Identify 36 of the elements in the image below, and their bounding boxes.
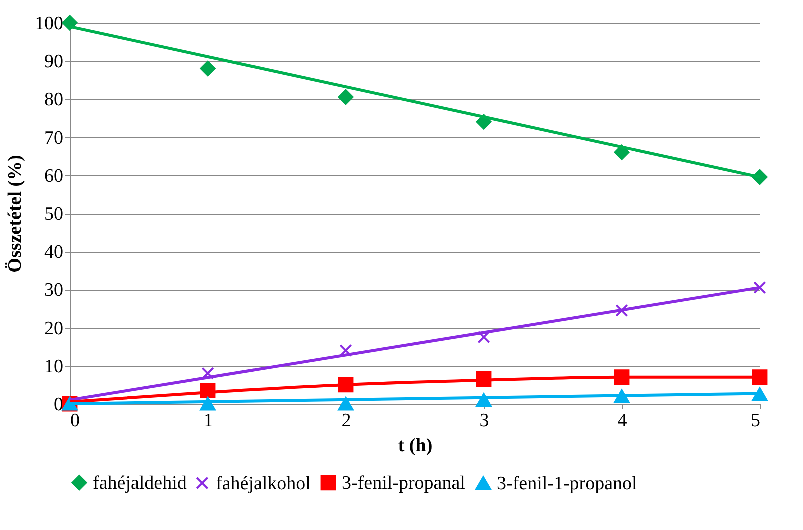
y-tick-label: 80	[44, 90, 64, 111]
x-tick-label: 1	[204, 410, 214, 432]
y-tick-label: 10	[44, 356, 64, 378]
y-tick-label: 20	[44, 318, 64, 340]
point	[614, 144, 630, 160]
legend-label: 3-fenil-1-propanol	[497, 473, 638, 494]
x-tick-label: 3	[480, 410, 490, 432]
point	[200, 61, 216, 76]
point	[752, 370, 768, 386]
legend-label: 3-fenil-propanal	[342, 472, 466, 494]
point	[752, 388, 768, 402]
legend-label: fahéjaldehid	[93, 472, 188, 494]
point	[202, 367, 214, 380]
x-tick-label: 5	[751, 410, 760, 432]
y-tick-label: 50	[44, 204, 64, 225]
y-tick-label: 60	[44, 166, 64, 187]
x-tick-label: 0	[70, 410, 80, 432]
point	[616, 304, 628, 318]
y-axis-title: Összetétel (%)	[5, 155, 26, 273]
x-tick-label: 2	[342, 410, 352, 432]
legend-label: fahéjalkohol	[216, 473, 311, 494]
point	[62, 15, 78, 31]
y-tick-label: 30	[44, 280, 64, 302]
y-tick-label: 90	[44, 52, 64, 73]
y-tick-label: 40	[44, 242, 64, 264]
x-tick-label: 4	[618, 410, 628, 432]
point	[338, 90, 354, 106]
point	[754, 281, 766, 294]
y-tick-label: 70	[44, 128, 64, 149]
y-tick-label: 0	[54, 394, 64, 416]
point	[200, 397, 216, 411]
x-axis-title: t (h)	[398, 436, 433, 456]
point	[340, 344, 352, 358]
y-tick-label: 100	[35, 14, 64, 34]
point	[338, 397, 354, 411]
point	[478, 330, 490, 344]
